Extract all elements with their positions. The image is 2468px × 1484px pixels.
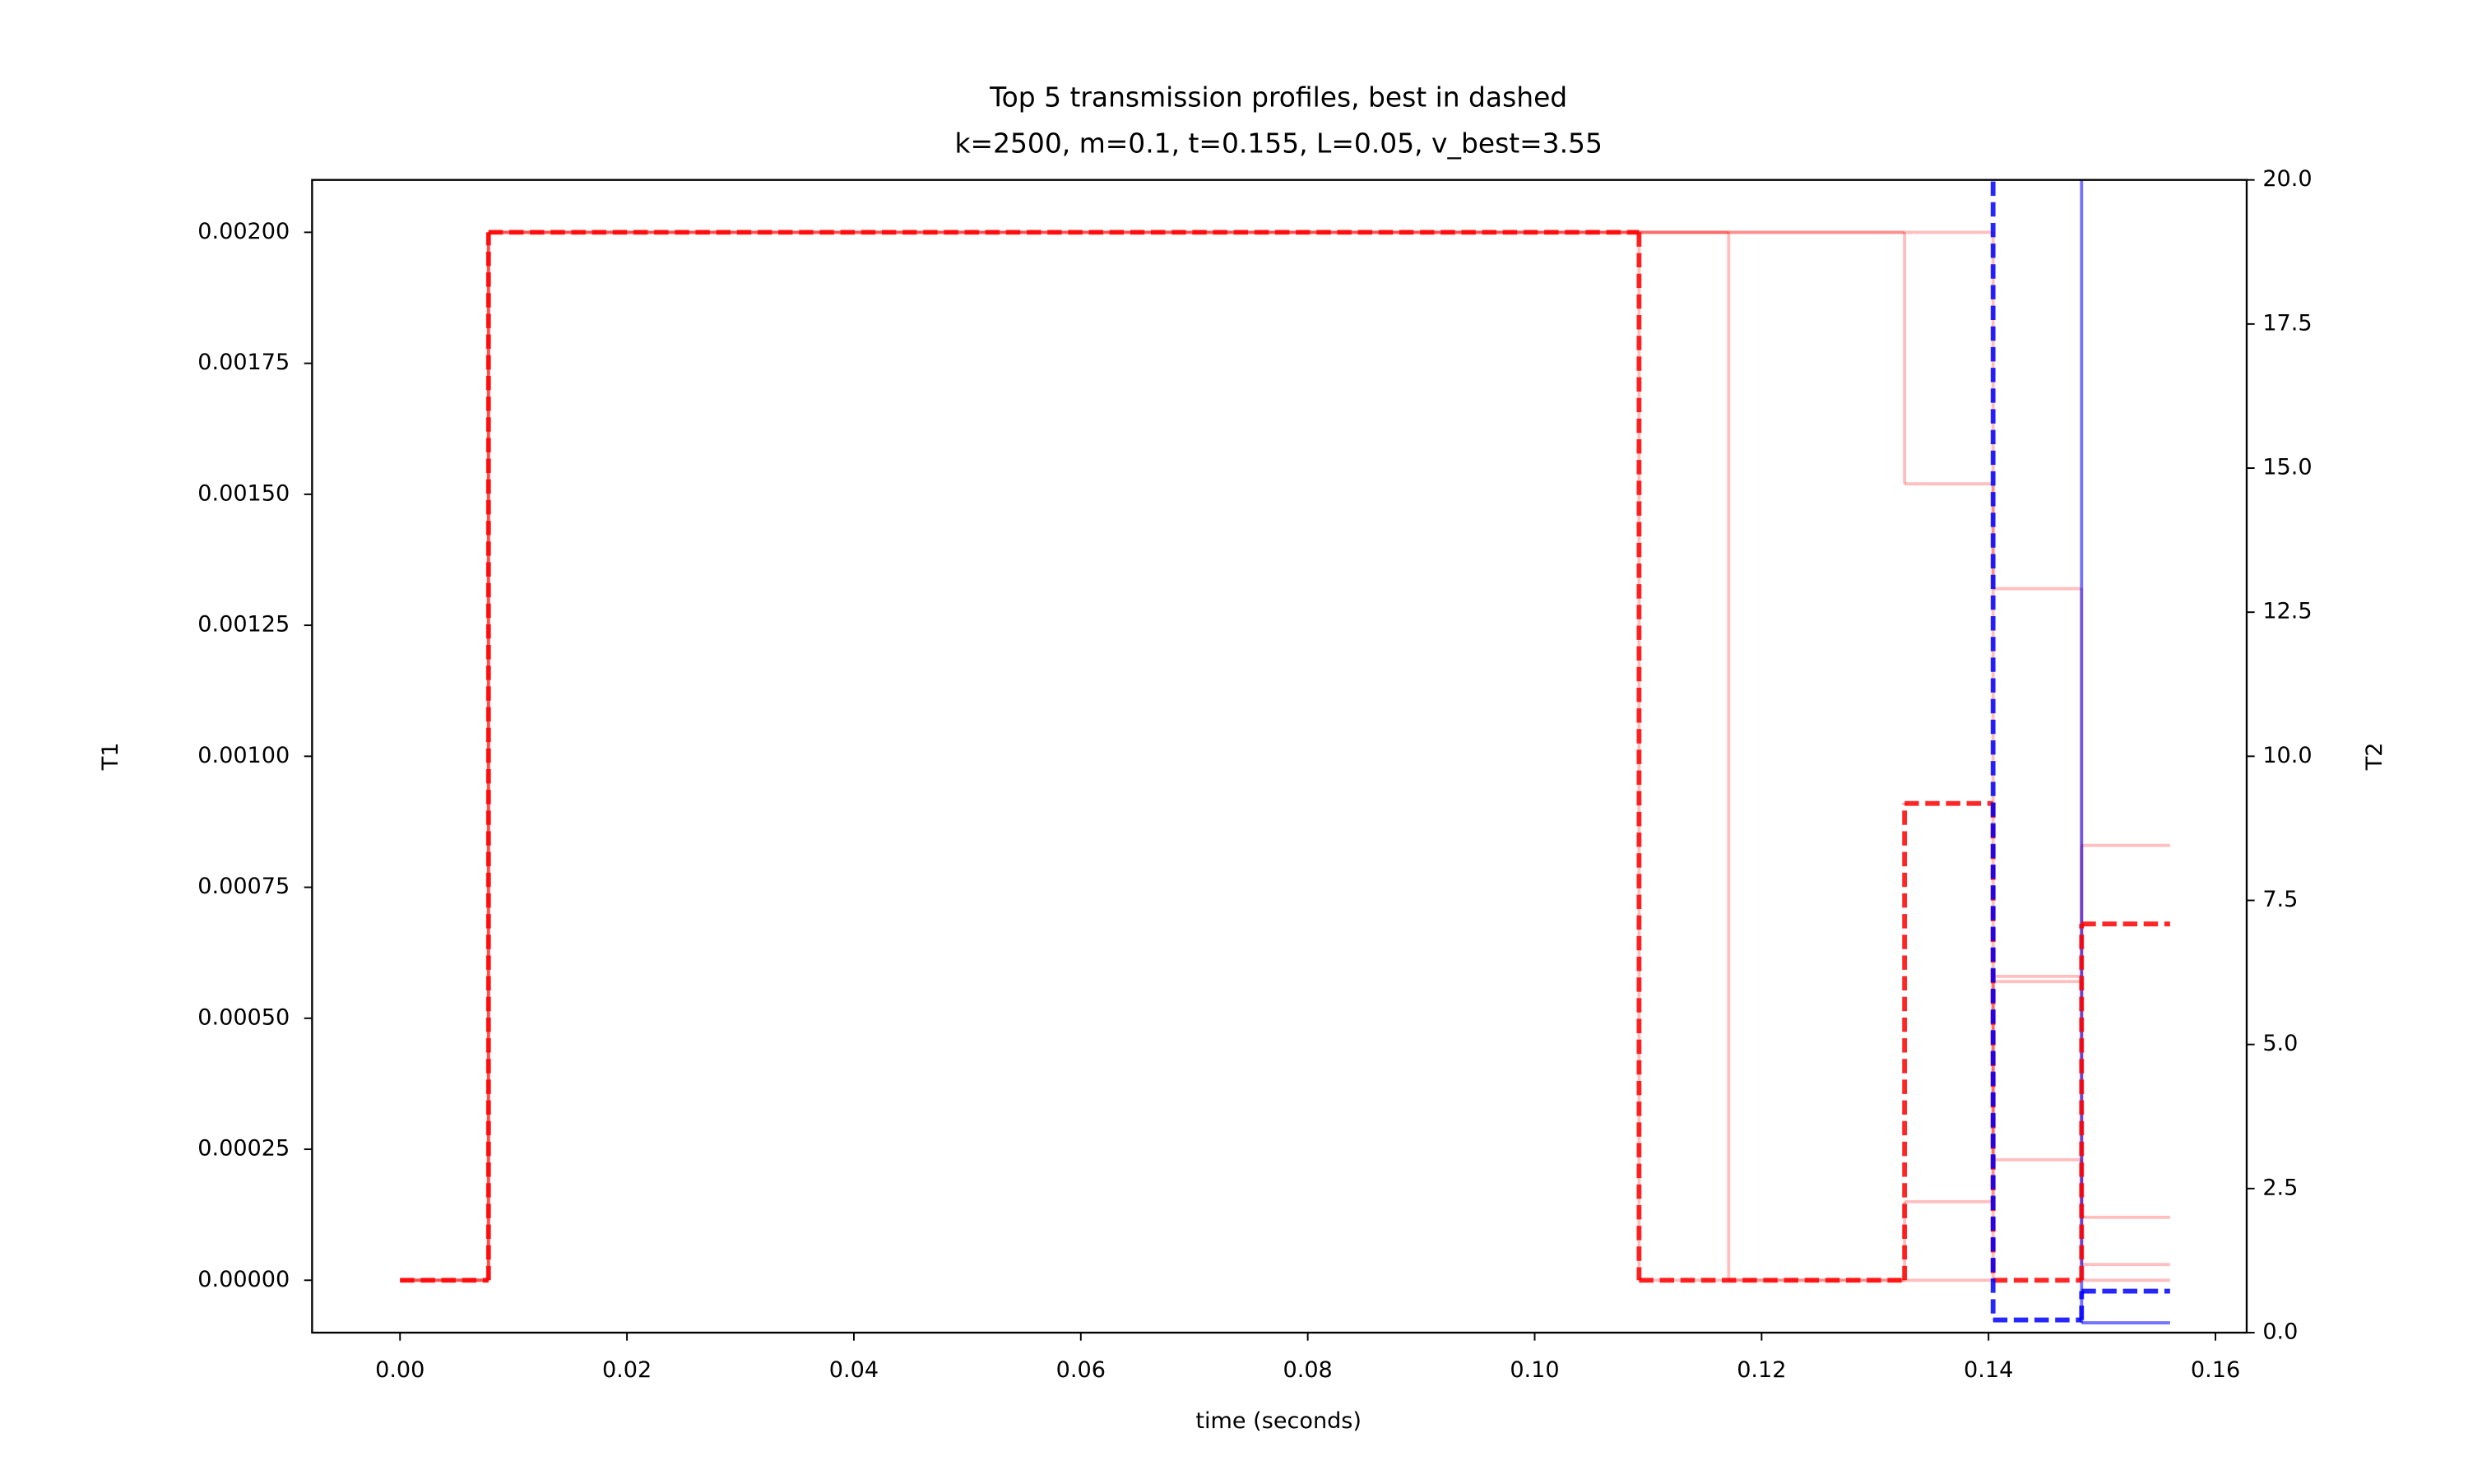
y-axis-label: T1 [98, 742, 123, 771]
y2-tick-label: 20.0 [2262, 166, 2312, 192]
x-tick-label: 0.10 [1510, 1357, 1559, 1383]
y2-tick-label: 7.5 [2262, 887, 2298, 912]
y2-tick-label: 0.0 [2262, 1319, 2298, 1345]
y-tick-label: 0.00000 [197, 1267, 290, 1292]
y-tick-label: 0.00075 [197, 874, 290, 899]
y2-tick-label: 17.5 [2262, 310, 2312, 336]
y-tick-label: 0.00025 [197, 1136, 290, 1162]
y-tick-label: 0.00175 [197, 350, 290, 375]
y2-tick-label: 5.0 [2262, 1031, 2298, 1056]
y-tick-label: 0.00150 [197, 480, 290, 506]
x-tick-label: 0.06 [1056, 1357, 1106, 1383]
y2-axis-label: T2 [2362, 742, 2387, 771]
chart-subtitle: k=2500, m=0.1, t=0.155, L=0.05, v_best=3… [954, 128, 1602, 160]
x-tick-label: 0.00 [375, 1357, 424, 1383]
y-tick-label: 0.00125 [197, 612, 290, 638]
x-tick-label: 0.08 [1283, 1357, 1332, 1383]
y2-tick-label: 2.5 [2262, 1175, 2298, 1200]
y-tick-label: 0.00100 [197, 743, 290, 768]
chart-title: Top 5 transmission profiles, best in das… [989, 81, 1567, 114]
plot-area [400, 179, 2170, 1325]
x-tick-label: 0.12 [1737, 1357, 1786, 1383]
plot-frame [311, 179, 2248, 1334]
x-tick-label: 0.04 [829, 1357, 879, 1383]
x-axis-label: time (seconds) [1195, 1408, 1362, 1434]
y2-tick-label: 12.5 [2262, 599, 2312, 624]
y-tick-label: 0.00050 [197, 1004, 290, 1030]
y-tick-label: 0.00200 [197, 219, 290, 244]
x-tick-label: 0.14 [1964, 1357, 2013, 1383]
y2-tick-label: 10.0 [2262, 743, 2312, 768]
y2-tick-label: 15.0 [2262, 455, 2312, 480]
x-tick-label: 0.02 [602, 1357, 652, 1383]
x-tick-label: 0.16 [2191, 1357, 2240, 1383]
